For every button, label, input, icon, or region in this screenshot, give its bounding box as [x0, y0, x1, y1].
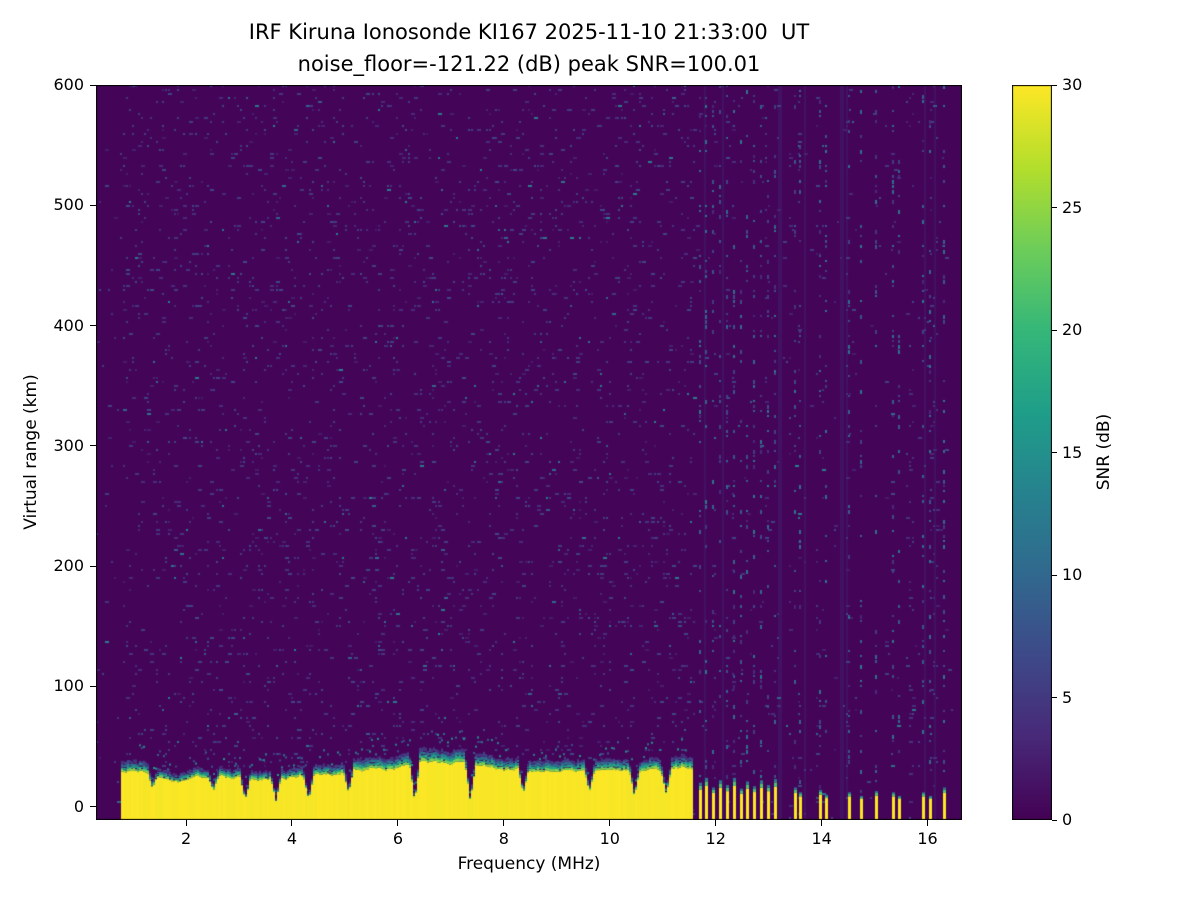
y-tick-label: 0	[73, 796, 84, 816]
x-tick-mark	[609, 820, 611, 826]
colorbar-tick-label: 15	[1062, 442, 1083, 462]
x-tick-label: 6	[392, 829, 403, 848]
x-tick-label: 10	[599, 829, 620, 848]
y-tick-mark	[90, 565, 96, 567]
colorbar-tick-mark	[1052, 329, 1057, 331]
y-tick-label: 200	[53, 556, 84, 576]
colorbar-tick-mark	[1052, 84, 1057, 86]
x-tick-label: 16	[917, 829, 938, 848]
chart-subtitle: noise_floor=-121.22 (dB) peak SNR=100.01	[297, 52, 761, 76]
x-tick-mark	[927, 820, 929, 826]
colorbar-tick-label: 5	[1062, 687, 1073, 707]
y-tick-mark	[90, 325, 96, 327]
chart-title: IRF Kiruna Ionosonde KI167 2025-11-10 21…	[248, 20, 810, 44]
x-tick-label: 12	[705, 829, 726, 848]
colorbar-tick-label: 0	[1062, 810, 1073, 829]
x-tick-mark	[185, 820, 187, 826]
y-tick-label: 100	[53, 676, 84, 696]
x-tick-mark	[715, 820, 717, 826]
y-tick-mark	[90, 685, 96, 687]
y-tick-mark	[90, 204, 96, 206]
x-tick-label: 8	[498, 829, 509, 848]
colorbar-tick-mark	[1052, 574, 1057, 576]
x-tick-label: 4	[286, 829, 298, 848]
y-tick-mark	[90, 806, 96, 808]
x-tick-mark	[503, 820, 505, 826]
colorbar-tick-mark	[1052, 207, 1057, 208]
colorbar-tick-label: 30	[1062, 75, 1083, 94]
colorbar-canvas	[1012, 85, 1052, 820]
ionogram-heatmap-canvas	[96, 85, 962, 820]
colorbar-tick-label: 10	[1062, 565, 1083, 584]
x-tick-label: 2	[180, 829, 192, 848]
colorbar-tick-mark	[1052, 452, 1057, 453]
x-tick-mark	[397, 820, 399, 826]
colorbar-tick-mark	[1052, 819, 1057, 821]
y-tick-label: 400	[53, 315, 84, 335]
x-tick-mark	[821, 820, 823, 826]
y-tick-mark	[90, 445, 96, 447]
y-tick-label: 300	[53, 435, 84, 455]
x-tick-label: 14	[811, 829, 832, 848]
y-tick-mark	[90, 84, 96, 86]
x-axis-label: Frequency (MHz)	[457, 854, 601, 874]
x-tick-mark	[291, 820, 293, 826]
colorbar-tick-mark	[1052, 697, 1057, 698]
colorbar-tick-label: 20	[1062, 320, 1083, 339]
y-tick-label: 500	[53, 195, 84, 215]
y-tick-label: 600	[53, 75, 84, 94]
colorbar-tick-label: 25	[1062, 197, 1083, 217]
